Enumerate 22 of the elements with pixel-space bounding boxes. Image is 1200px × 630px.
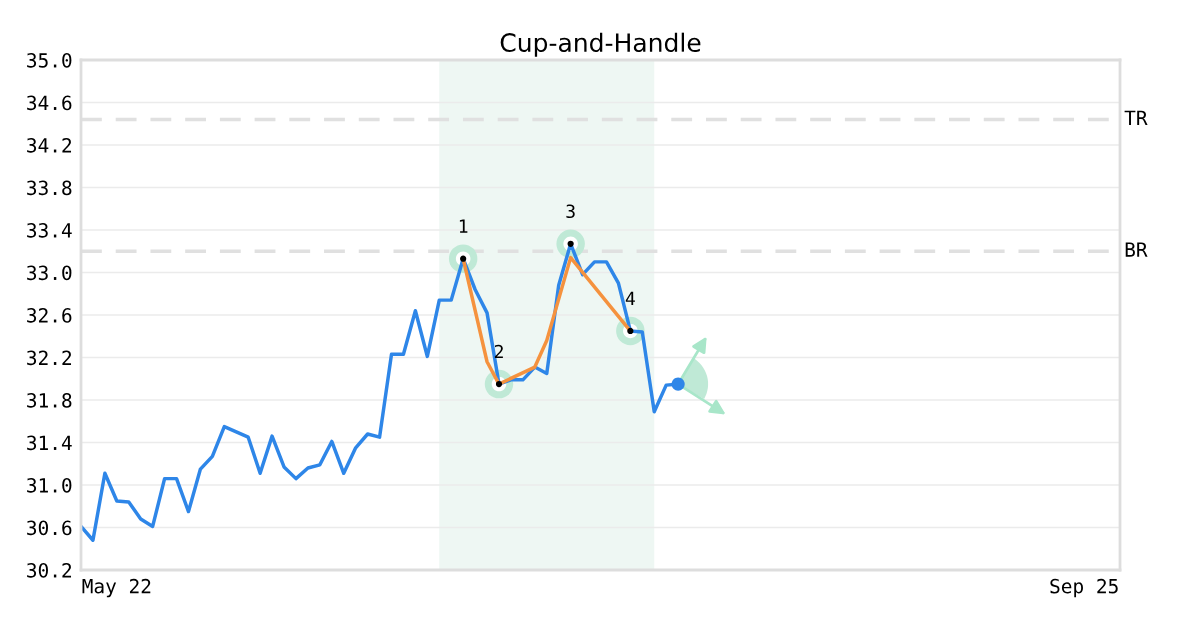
chart-title: Cup-and-Handle (500, 32, 701, 57)
y-tick-label: 33.4 (27, 223, 72, 238)
x-tick-label: May 22 (82, 578, 151, 598)
y-tick-label: 31.8 (27, 393, 72, 408)
y-tick-label: 32.2 (27, 350, 72, 366)
annotation: 1 (459, 219, 468, 233)
annotation: 4 (625, 291, 635, 305)
y-tick-label: 32.6 (27, 308, 72, 323)
y-tick-label: 31.0 (27, 478, 72, 493)
annotation: 2 (494, 344, 503, 359)
y-tick-label: 30.6 (27, 520, 72, 536)
y-tick-label: 31.4 (27, 435, 72, 451)
x-tick-label: Sep 25 (1050, 578, 1118, 598)
y-tick-label: 35.0 (27, 53, 72, 68)
ref-line-label: BR (1125, 242, 1148, 257)
annotation: 3 (566, 204, 575, 219)
y-tick-label: 34.6 (27, 95, 72, 111)
ref-line-label: TR (1124, 110, 1148, 125)
y-tick-label: 33.8 (27, 180, 72, 196)
y-tick-label: 33.0 (27, 265, 72, 281)
y-tick-label: 30.2 (27, 563, 72, 578)
y-tick-label: 34.2 (27, 138, 72, 153)
